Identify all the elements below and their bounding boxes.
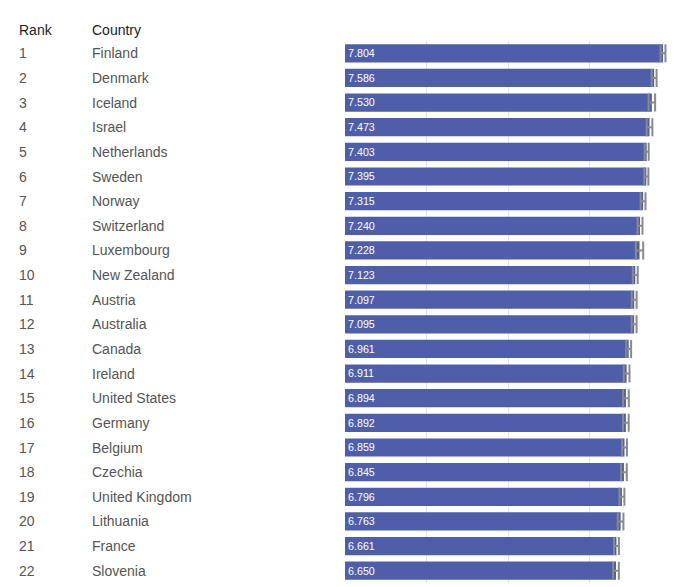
svg-text:6.894: 6.894: [348, 392, 375, 404]
svg-text:4: 4: [19, 119, 27, 135]
svg-text:16: 16: [19, 415, 35, 431]
svg-text:7.240: 7.240: [348, 220, 375, 232]
svg-text:New Zealand: New Zealand: [92, 267, 175, 283]
svg-text:Rank: Rank: [19, 22, 53, 38]
svg-text:6.650: 6.650: [348, 565, 375, 577]
svg-text:Norway: Norway: [92, 193, 139, 209]
svg-text:5: 5: [19, 144, 27, 160]
svg-text:12: 12: [19, 316, 35, 332]
svg-text:7.586: 7.586: [348, 72, 375, 84]
svg-text:Ireland: Ireland: [92, 366, 135, 382]
svg-text:7.123: 7.123: [348, 269, 375, 281]
svg-text:Luxembourg: Luxembourg: [92, 242, 170, 258]
svg-text:1: 1: [19, 45, 27, 61]
svg-text:9: 9: [19, 242, 27, 258]
svg-text:Canada: Canada: [92, 341, 141, 357]
svg-text:Australia: Australia: [92, 316, 147, 332]
svg-text:Germany: Germany: [92, 415, 150, 431]
svg-text:Belgium: Belgium: [92, 440, 143, 456]
svg-text:7.228: 7.228: [348, 244, 375, 256]
svg-text:Lithuania: Lithuania: [92, 513, 149, 529]
svg-text:Sweden: Sweden: [92, 169, 143, 185]
svg-text:13: 13: [19, 341, 35, 357]
svg-text:6.845: 6.845: [348, 466, 375, 478]
svg-text:6.859: 6.859: [348, 441, 375, 453]
svg-text:11: 11: [19, 292, 34, 308]
svg-text:6: 6: [19, 169, 27, 185]
svg-text:Country: Country: [92, 22, 141, 38]
svg-text:20: 20: [19, 513, 35, 529]
svg-text:6.661: 6.661: [348, 540, 375, 552]
svg-text:Switzerland: Switzerland: [92, 218, 164, 234]
svg-text:Finland: Finland: [92, 45, 138, 61]
svg-text:Israel: Israel: [92, 119, 126, 135]
svg-text:8: 8: [19, 218, 27, 234]
svg-text:7.530: 7.530: [348, 96, 375, 108]
svg-text:21: 21: [19, 538, 35, 554]
svg-text:Slovenia: Slovenia: [92, 563, 146, 579]
svg-text:14: 14: [19, 366, 35, 382]
svg-text:7.804: 7.804: [348, 47, 375, 59]
svg-text:7.473: 7.473: [348, 121, 375, 133]
svg-text:7.403: 7.403: [348, 146, 375, 158]
svg-text:6.961: 6.961: [348, 343, 375, 355]
svg-text:2: 2: [19, 70, 27, 86]
svg-text:6.911: 6.911: [348, 367, 374, 379]
svg-text:Iceland: Iceland: [92, 95, 137, 111]
svg-text:United States: United States: [92, 390, 176, 406]
svg-text:15: 15: [19, 390, 35, 406]
svg-text:18: 18: [19, 464, 35, 480]
svg-text:United Kingdom: United Kingdom: [92, 489, 192, 505]
svg-text:6.892: 6.892: [348, 417, 375, 429]
svg-text:7.395: 7.395: [348, 170, 375, 182]
svg-text:3: 3: [19, 95, 27, 111]
svg-text:Netherlands: Netherlands: [92, 144, 168, 160]
svg-text:7: 7: [19, 193, 27, 209]
svg-text:Austria: Austria: [92, 292, 136, 308]
svg-text:6.763: 6.763: [348, 515, 375, 527]
svg-text:19: 19: [19, 489, 35, 505]
svg-text:7.097: 7.097: [348, 294, 375, 306]
svg-text:France: France: [92, 538, 136, 554]
svg-text:22: 22: [19, 563, 35, 579]
svg-text:6.796: 6.796: [348, 491, 375, 503]
svg-text:Denmark: Denmark: [92, 70, 150, 86]
svg-text:7.095: 7.095: [348, 318, 375, 330]
svg-text:17: 17: [19, 440, 35, 456]
svg-text:7.315: 7.315: [348, 195, 375, 207]
svg-text:10: 10: [19, 267, 35, 283]
svg-text:Czechia: Czechia: [92, 464, 143, 480]
